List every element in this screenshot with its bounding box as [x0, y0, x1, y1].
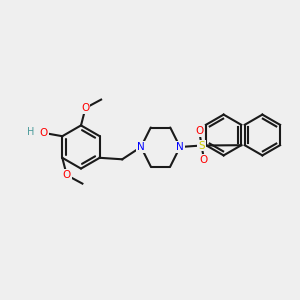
- Text: O: O: [81, 103, 90, 113]
- Text: H: H: [27, 127, 34, 137]
- Text: N: N: [137, 142, 145, 152]
- Text: O: O: [200, 155, 208, 165]
- Text: O: O: [195, 126, 203, 136]
- Text: S: S: [198, 140, 205, 151]
- Text: O: O: [63, 170, 71, 180]
- Text: N: N: [176, 142, 184, 152]
- Text: O: O: [40, 128, 48, 138]
